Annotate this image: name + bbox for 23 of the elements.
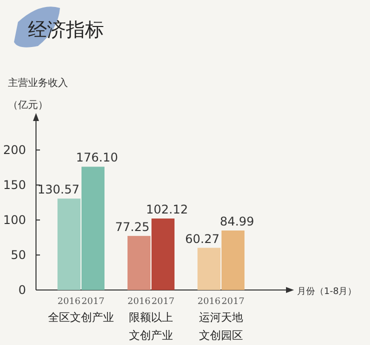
y-tick-label: 50 xyxy=(10,248,26,262)
x-tick-label: 2016 xyxy=(58,297,81,307)
x-tick-label: 2017 xyxy=(222,297,245,307)
data-label: 102.12 xyxy=(146,202,188,217)
data-label: 60.27 xyxy=(185,232,220,246)
text: 全区文创产业 xyxy=(48,311,114,324)
data-label: 130.57 xyxy=(38,182,80,197)
x-axis-title: 月份（1-8月） xyxy=(297,286,357,297)
data-label: 77.25 xyxy=(115,220,150,234)
x-tick-label: 2016 xyxy=(128,297,151,307)
y-tick-label: 0 xyxy=(18,283,26,297)
y-axis-title: 主营业务收入（亿元） xyxy=(8,77,68,111)
text: 限额以上文创产业 xyxy=(129,311,173,342)
y-tick-label: 200 xyxy=(3,143,26,157)
text: 运河天地文创园区 xyxy=(199,311,243,342)
y-tick-label: 100 xyxy=(3,213,26,227)
x-tick-label: 2017 xyxy=(82,297,105,307)
data-label: 176.10 xyxy=(76,150,118,165)
y-tick-label: 150 xyxy=(3,178,26,192)
x-tick-label: 2017 xyxy=(152,297,175,307)
data-label: 84.99 xyxy=(220,214,254,229)
chart-title: 经济指标 xyxy=(28,19,104,41)
x-tick-label: 2016 xyxy=(198,297,221,307)
